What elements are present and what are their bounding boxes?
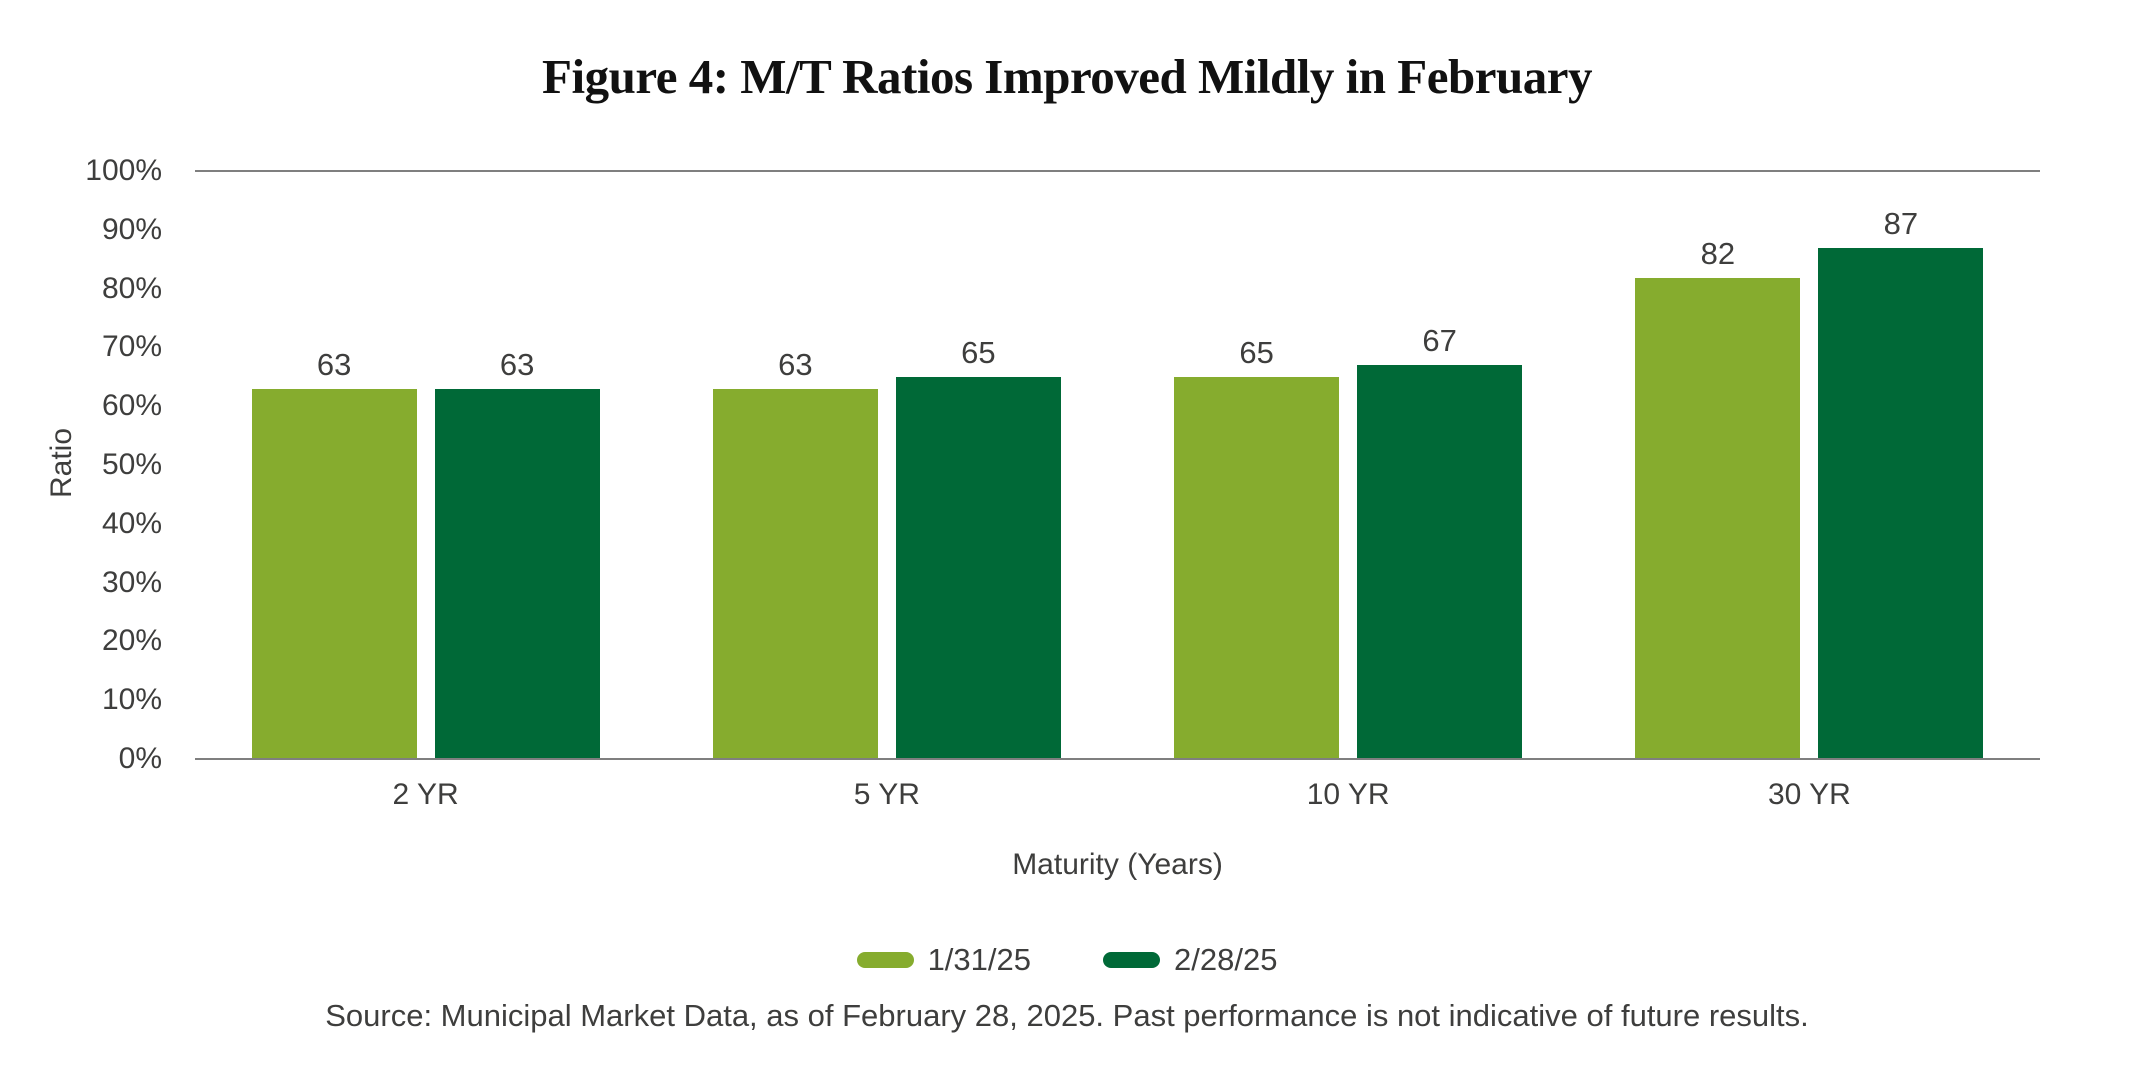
bar-5-yr-1-31-25: [712, 388, 878, 758]
y-tick-label: 90%: [101, 212, 162, 246]
bar-30-yr-1-31-25: [1635, 277, 1801, 758]
bar-10-yr-2-28-25: [1357, 365, 1523, 758]
bar-with-label: 63: [434, 346, 600, 758]
legend-color-swatch: [856, 952, 914, 968]
bar-value-label: 63: [499, 346, 535, 382]
bar-group-10-yr: 65 67: [1118, 172, 1579, 758]
legend-label: 1/31/25: [927, 942, 1031, 977]
y-tick-label: 50%: [101, 448, 162, 481]
x-axis-tick-labels: 2 YR 5 YR 10 YR 30 YR: [195, 778, 2040, 812]
bar-10-yr-1-31-25: [1174, 377, 1340, 758]
y-tick-label: 20%: [101, 624, 162, 658]
y-tick-label: 70%: [101, 330, 162, 364]
x-tick-label: 2 YR: [392, 778, 459, 811]
y-tick-label: 80%: [101, 271, 162, 305]
bar-group-5-yr: 63 65: [656, 172, 1117, 758]
bar-value-label: 63: [778, 346, 813, 382]
y-tick-label: 0%: [118, 742, 162, 775]
bar-2-yr-2-28-25: [434, 388, 600, 758]
y-tick-label: 10%: [101, 683, 162, 717]
bar-value-label: 67: [1422, 323, 1457, 359]
y-tick-label: 60%: [101, 389, 162, 423]
bar-with-label: 82: [1635, 235, 1801, 758]
bar-with-label: 63: [712, 346, 878, 758]
y-axis-tick-labels: 0% 10% 20% 30% 40% 50% 60% 70% 80% 90% 100%: [0, 156, 174, 774]
bar-group-30-yr: 82 87: [1579, 172, 2040, 758]
bar-with-label: 67: [1357, 323, 1523, 758]
legend-color-swatch: [1103, 952, 1160, 968]
chart-title: Figure 4: M/T Ratios Improved Mildly in …: [542, 49, 1592, 104]
bar-value-label: 87: [1883, 206, 1919, 242]
bar-value-label: 82: [1700, 235, 1736, 271]
legend-item: 2/28/25: [1103, 942, 1277, 978]
bar-with-label: 87: [1818, 206, 1984, 758]
bar-with-label: 65: [1174, 335, 1340, 758]
bar-5-yr-2-28-25: [895, 377, 1061, 758]
x-tick-label: 30 YR: [1767, 778, 1851, 811]
bar-value-label: 63: [316, 346, 352, 382]
plot-area: 63 63 63 65 65 67 82 87: [195, 170, 2040, 760]
source-note: Source: Municipal Market Data, as of Feb…: [325, 998, 1809, 1033]
bar-with-label: 65: [895, 335, 1061, 758]
x-tick-label: 5 YR: [853, 778, 920, 811]
x-axis-title: Maturity (Years): [1012, 848, 1223, 881]
x-tick-label: 10 YR: [1306, 778, 1390, 811]
y-tick-label: 30%: [101, 565, 162, 599]
bar-30-yr-2-28-25: [1818, 248, 1984, 758]
bar-value-label: 65: [961, 335, 996, 371]
bar-value-label: 65: [1239, 335, 1274, 371]
y-tick-label: 40%: [101, 506, 162, 540]
legend-item: 1/31/25: [856, 942, 1031, 978]
legend-label: 2/28/25: [1174, 942, 1278, 977]
legend: 1/31/25 2/28/25: [0, 942, 2134, 978]
bar-group-2-yr: 63 63: [195, 172, 656, 758]
bar-with-label: 63: [251, 346, 417, 758]
bar-2-yr-1-31-25: [251, 388, 417, 758]
y-tick-label: 100%: [85, 154, 162, 187]
